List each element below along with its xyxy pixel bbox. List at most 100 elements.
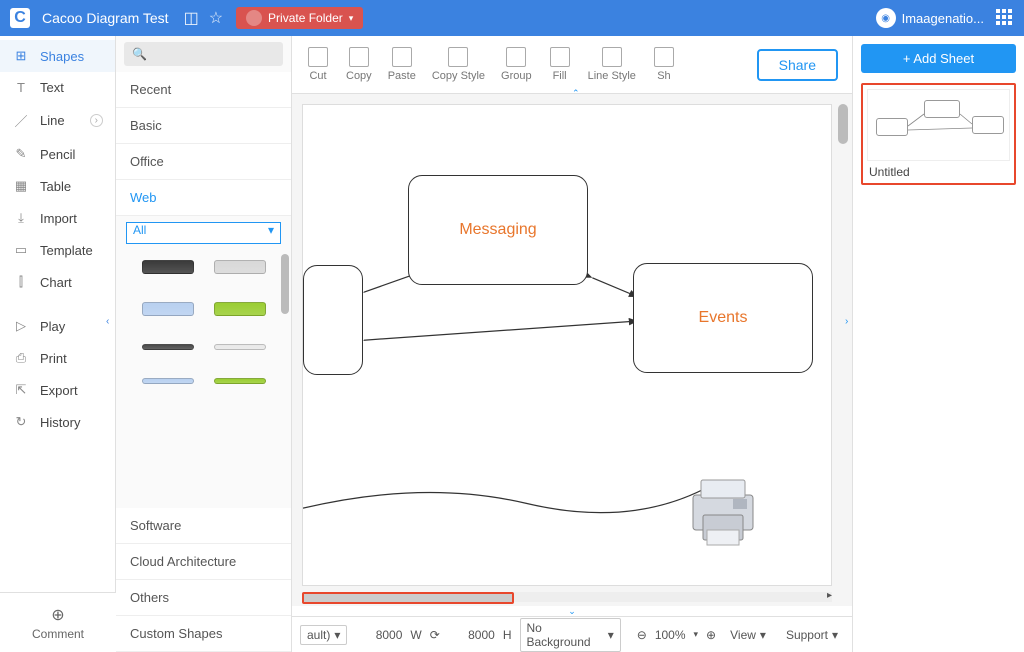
sh-icon [654, 47, 674, 67]
width-label: W [410, 628, 421, 642]
right-panel: + Add Sheet Untitled › [852, 36, 1024, 652]
line-icon: ／ [12, 111, 30, 130]
sheet-thumbnail[interactable]: Untitled [861, 83, 1016, 185]
category-office[interactable]: Office [116, 144, 291, 180]
table-icon: ▦ [12, 178, 30, 194]
shape-swatch[interactable] [142, 378, 194, 384]
sidebar-item-text[interactable]: TText [0, 72, 115, 103]
shape-swatch[interactable] [142, 260, 194, 274]
pencil-icon: ✎ [12, 146, 30, 162]
canvas-height-input[interactable]: 8000 [448, 628, 495, 642]
category-custom-shapes[interactable]: Custom Shapes [116, 616, 291, 652]
toolbar-fill[interactable]: Fill [540, 43, 580, 86]
chart-icon: ⫿ [12, 274, 30, 290]
sidebar-item-export[interactable]: ⇱Export [0, 374, 115, 406]
zoom-in-icon[interactable]: ⊕ [706, 628, 716, 642]
user-label: Imaagenatio... [902, 11, 984, 26]
sidebar-item-import[interactable]: ⤓Import [0, 202, 115, 234]
sidebar-item-table[interactable]: ▦Table [0, 170, 115, 202]
document-title[interactable]: Cacoo Diagram Test [42, 10, 169, 26]
toolbar-group[interactable]: Group [493, 43, 540, 86]
star-icon[interactable]: ☆ [209, 8, 223, 28]
chevron-down-icon[interactable]: ▾ [694, 629, 699, 640]
canvas-width-input[interactable]: 8000 [355, 628, 402, 642]
zoom-level[interactable]: 100% [655, 628, 686, 642]
user-menu[interactable]: ◉ Imaagenatio... [876, 8, 984, 28]
apps-grid-icon[interactable] [996, 9, 1014, 27]
toolbar-paste[interactable]: Paste [380, 43, 424, 86]
chevron-down-icon: ▾ [268, 223, 274, 237]
toolbar-cut[interactable]: Cut [298, 43, 338, 86]
vertical-scrollbar[interactable] [838, 104, 848, 144]
category-software[interactable]: Software [116, 508, 291, 544]
horizontal-scrollbar[interactable]: ▸ [302, 592, 832, 604]
cut-icon [308, 47, 328, 67]
shape-filter-select[interactable]: All ▾ [126, 222, 281, 244]
toolbar-line-style[interactable]: Line Style [580, 43, 644, 86]
template-icon: ▭ [12, 242, 30, 258]
folder-dropdown[interactable]: Private Folder ▾ [236, 7, 363, 29]
sidebar-item-print[interactable]: ⎙Print [0, 342, 115, 374]
line style-icon [602, 47, 622, 67]
shape-swatch[interactable] [214, 344, 266, 350]
sidebar-item-play[interactable]: ▷Play [0, 310, 115, 342]
add-sheet-button[interactable]: + Add Sheet [861, 44, 1016, 73]
sidebar-item-shapes[interactable]: ⊞Shapes [0, 40, 115, 72]
diagram-node-messaging[interactable]: Messaging [408, 175, 588, 285]
shapes-panel: 🔍 RecentBasicOfficeWeb All ▾ SoftwareClo… [116, 36, 292, 652]
presence-icon[interactable]: ◫ [184, 8, 199, 28]
printer-clipart[interactable] [683, 475, 763, 550]
top-bar: C Cacoo Diagram Test ◫ ☆ Private Folder … [0, 0, 1024, 36]
sidebar-item-chart[interactable]: ⫿Chart [0, 266, 115, 298]
app-logo[interactable]: C [10, 8, 30, 28]
background-select[interactable]: No Background ▾ [520, 618, 621, 652]
shape-swatch[interactable] [142, 302, 194, 316]
toolbar: CutCopyPasteCopy StyleGroupFillLine Styl… [292, 36, 852, 94]
text-icon: T [12, 80, 30, 95]
height-label: H [503, 628, 512, 642]
group-icon [506, 47, 526, 67]
sheet-label: Untitled [867, 161, 1010, 179]
category-web[interactable]: Web [116, 180, 291, 216]
support-menu[interactable]: Support ▾ [780, 626, 844, 644]
shapes-icon: ⊞ [12, 48, 30, 64]
zoom-out-icon[interactable]: ⊖ [637, 628, 647, 642]
shape-swatch[interactable] [214, 378, 266, 384]
collapse-left-icon[interactable]: ‹ [106, 316, 116, 336]
play-icon: ▷ [12, 318, 30, 334]
share-button[interactable]: Share [757, 49, 838, 81]
category-recent[interactable]: Recent [116, 72, 291, 108]
comment-button[interactable]: ⊕ Comment [0, 592, 116, 652]
toolbar-copy-style[interactable]: Copy Style [424, 43, 493, 86]
search-icon: 🔍 [132, 47, 147, 61]
shape-swatch[interactable] [142, 344, 194, 350]
print-icon: ⎙ [12, 350, 30, 366]
toolbar-copy[interactable]: Copy [338, 43, 380, 86]
export-icon: ⇱ [12, 382, 30, 398]
statusbar-collapse-icon[interactable]: ⌄ [292, 606, 852, 616]
canvas-area[interactable]: Messaging Events ▸ [292, 94, 852, 606]
shape-swatch[interactable] [214, 260, 266, 274]
diagram-node-membership[interactable] [303, 265, 363, 375]
sidebar-item-line[interactable]: ／Line› [0, 103, 115, 138]
category-cloud-architecture[interactable]: Cloud Architecture [116, 544, 291, 580]
left-sidebar: ⊞ShapesTText／Line›✎Pencil▦Table⤓Import▭T… [0, 36, 116, 652]
font-select[interactable]: ault) ▾ [300, 625, 347, 645]
sidebar-item-template[interactable]: ▭Template [0, 234, 115, 266]
sidebar-item-pencil[interactable]: ✎Pencil [0, 138, 115, 170]
chevron-down-icon: ▾ [760, 628, 766, 642]
view-menu[interactable]: View ▾ [724, 626, 772, 644]
category-basic[interactable]: Basic [116, 108, 291, 144]
collapse-right-icon[interactable]: › [845, 316, 848, 327]
scrollbar-thumb[interactable] [281, 254, 289, 314]
copy-icon [349, 47, 369, 67]
chevron-right-icon: › [90, 114, 103, 127]
shape-swatch[interactable] [214, 302, 266, 316]
swap-dims-icon[interactable]: ⟳ [430, 628, 440, 642]
toolbar-sh[interactable]: Sh [644, 43, 684, 86]
sidebar-item-history[interactable]: ↻History [0, 406, 115, 438]
shape-search-input[interactable]: 🔍 [124, 42, 283, 66]
diagram-node-events[interactable]: Events [633, 263, 813, 373]
chevron-down-icon: ▾ [349, 13, 354, 24]
category-others[interactable]: Others [116, 580, 291, 616]
